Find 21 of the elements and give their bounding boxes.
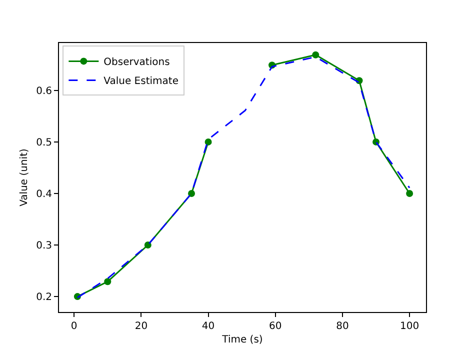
point (188, 190, 196, 197)
y-tick-label: 0.2 (36, 292, 52, 304)
x-tick-label: 40 (202, 321, 215, 332)
x-tick-label: 100 (400, 321, 420, 332)
point (204, 138, 212, 146)
x-tick-label: 60 (269, 321, 282, 332)
legend-label: Observations (104, 57, 170, 68)
y-tick-label: 0.6 (36, 86, 52, 97)
point (312, 51, 320, 58)
x-axis-title: Time (s) (221, 334, 263, 346)
legend-label: Value Estimate (104, 76, 178, 88)
y-tick-label: 0.5 (36, 137, 52, 148)
x-tick-label: 0 (70, 321, 78, 332)
y-axis-title: Value (unit) (19, 148, 30, 206)
point (104, 278, 112, 286)
y-tick-label: 0.4 (36, 188, 52, 200)
y-tick-label: 0.3 (36, 240, 52, 252)
x-tick-label: 80 (336, 321, 349, 332)
x-tick-label: 20 (134, 321, 148, 332)
point (144, 242, 152, 249)
point (406, 190, 414, 197)
